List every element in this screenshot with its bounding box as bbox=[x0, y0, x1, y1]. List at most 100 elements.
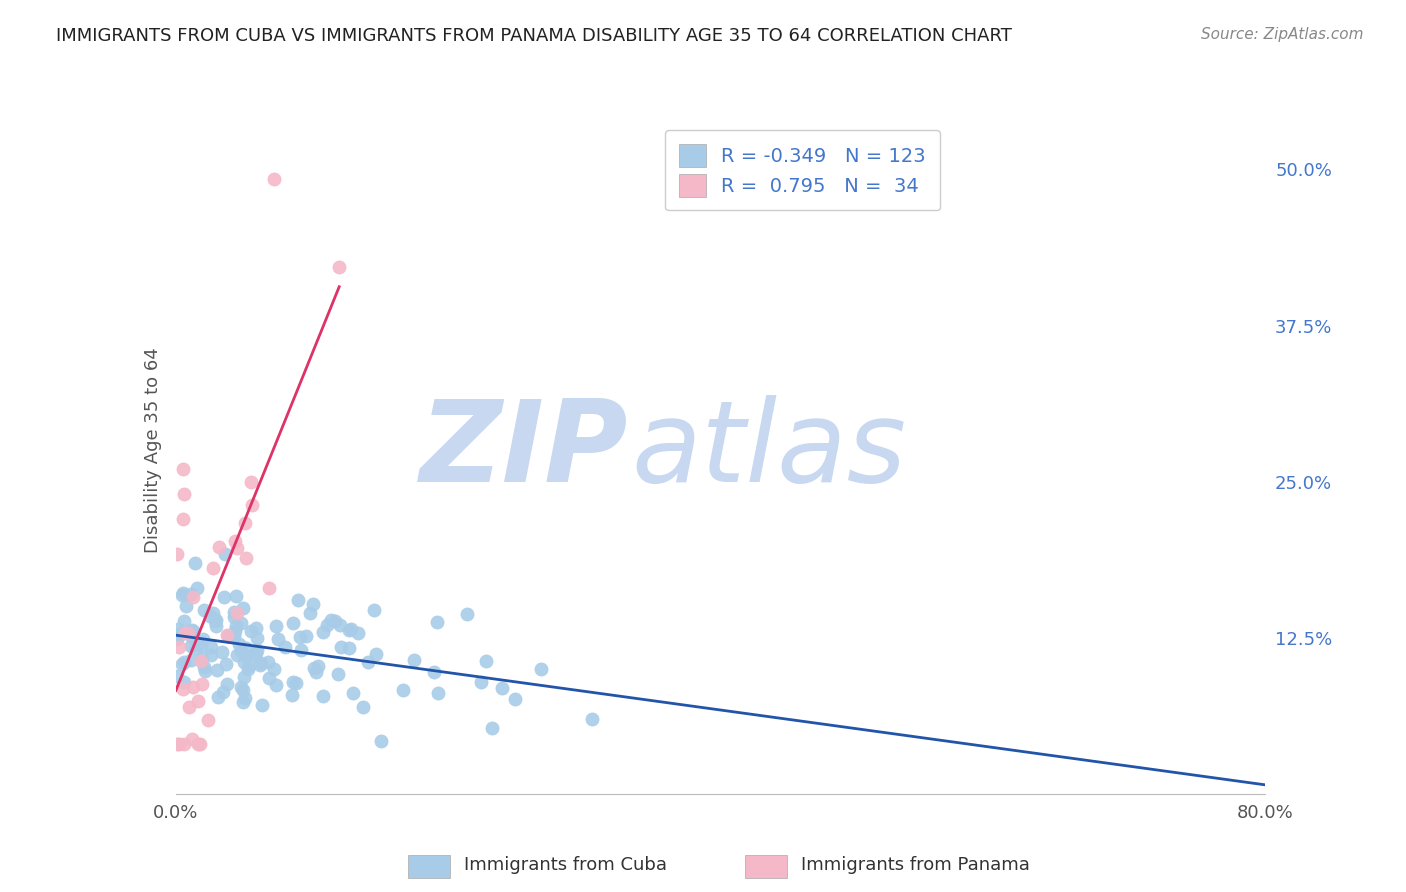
Point bbox=[172, 462, 194, 476]
Point bbox=[423, 665, 446, 679]
Point bbox=[198, 609, 221, 624]
Point bbox=[224, 533, 246, 548]
Point bbox=[233, 516, 256, 530]
Point bbox=[238, 662, 260, 676]
Point bbox=[264, 619, 287, 633]
Legend: R = -0.349   N = 123, R =  0.795   N =  34: R = -0.349 N = 123, R = 0.795 N = 34 bbox=[665, 130, 939, 211]
FancyBboxPatch shape bbox=[408, 855, 450, 878]
Point bbox=[337, 640, 360, 655]
Point bbox=[340, 622, 363, 636]
Point bbox=[184, 640, 207, 655]
Point bbox=[191, 676, 214, 690]
Point bbox=[207, 690, 229, 704]
Point bbox=[249, 658, 271, 673]
FancyBboxPatch shape bbox=[745, 855, 787, 878]
Point bbox=[167, 640, 190, 654]
Point bbox=[312, 689, 335, 703]
Point bbox=[249, 656, 271, 670]
Point bbox=[503, 692, 526, 706]
Point bbox=[172, 682, 194, 697]
Point bbox=[180, 623, 202, 637]
Point bbox=[193, 632, 215, 647]
Point bbox=[235, 640, 257, 655]
Point bbox=[214, 547, 236, 561]
Point bbox=[224, 605, 246, 619]
Point bbox=[328, 667, 350, 681]
Point bbox=[263, 172, 285, 186]
Point bbox=[305, 665, 328, 680]
Point bbox=[228, 637, 250, 651]
Point bbox=[186, 582, 208, 596]
Text: atlas: atlas bbox=[631, 395, 907, 506]
Point bbox=[245, 631, 267, 645]
Point bbox=[323, 614, 346, 628]
Point bbox=[357, 655, 380, 669]
Point bbox=[224, 624, 246, 638]
Point bbox=[200, 648, 222, 663]
Point bbox=[170, 657, 193, 672]
Point bbox=[222, 610, 245, 624]
Point bbox=[172, 512, 194, 526]
Point bbox=[392, 682, 415, 697]
Point bbox=[215, 677, 238, 691]
Point bbox=[281, 688, 304, 702]
Point bbox=[240, 475, 263, 490]
Point bbox=[316, 617, 339, 632]
Point bbox=[174, 626, 197, 640]
Point bbox=[176, 599, 198, 614]
Point bbox=[426, 615, 449, 630]
Point bbox=[281, 674, 304, 689]
Point bbox=[530, 662, 553, 676]
Point bbox=[225, 648, 247, 662]
Point bbox=[217, 629, 239, 643]
Point bbox=[302, 661, 325, 675]
Point bbox=[180, 630, 202, 644]
Point bbox=[257, 581, 280, 595]
Point bbox=[456, 607, 478, 621]
Point bbox=[180, 587, 202, 601]
Point bbox=[173, 656, 195, 670]
Text: ZIP: ZIP bbox=[419, 395, 628, 506]
Point bbox=[208, 541, 231, 555]
Point bbox=[204, 614, 226, 628]
Point bbox=[329, 640, 352, 654]
Point bbox=[187, 694, 209, 708]
Point bbox=[233, 670, 256, 684]
Point bbox=[426, 685, 449, 699]
Point bbox=[191, 651, 214, 665]
Point bbox=[201, 561, 224, 575]
Point bbox=[232, 695, 254, 709]
Point bbox=[328, 260, 350, 274]
Point bbox=[180, 731, 202, 746]
Point bbox=[166, 669, 188, 683]
Point bbox=[267, 632, 290, 646]
Point bbox=[225, 619, 247, 633]
Point bbox=[238, 659, 260, 673]
Point bbox=[215, 628, 238, 642]
Text: Immigrants from Panama: Immigrants from Panama bbox=[801, 856, 1031, 874]
Point bbox=[240, 498, 263, 512]
Point bbox=[173, 487, 195, 501]
Point bbox=[212, 685, 235, 699]
Point bbox=[167, 622, 190, 636]
Point bbox=[173, 615, 195, 629]
Point bbox=[200, 640, 222, 654]
Point bbox=[240, 648, 263, 663]
Point bbox=[366, 647, 388, 661]
Point bbox=[246, 643, 269, 657]
Point bbox=[193, 660, 215, 674]
Point bbox=[205, 613, 228, 627]
Point bbox=[180, 639, 202, 653]
Point bbox=[363, 603, 385, 617]
Point bbox=[224, 629, 246, 643]
Point bbox=[212, 591, 235, 605]
Point bbox=[172, 585, 194, 599]
Point bbox=[184, 556, 207, 570]
Point bbox=[287, 593, 309, 607]
Point bbox=[288, 630, 311, 644]
Point bbox=[190, 639, 212, 653]
Point bbox=[229, 615, 252, 630]
Point bbox=[177, 626, 200, 640]
Point bbox=[312, 624, 335, 639]
Point bbox=[232, 655, 254, 669]
